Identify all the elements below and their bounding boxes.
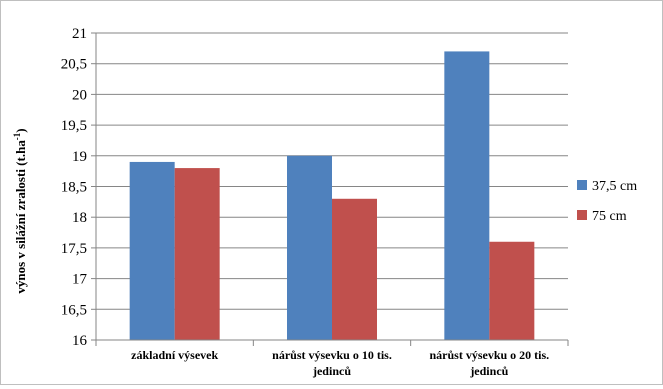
y-tick-label: 16,5 — [61, 302, 87, 318]
legend-swatch — [577, 210, 587, 220]
bars — [129, 51, 535, 341]
legend-label: 75 cm — [592, 209, 627, 224]
bar — [332, 198, 377, 340]
y-tick-label: 20 — [72, 87, 87, 103]
bar — [444, 51, 490, 341]
x-category-label: nárůst výsevku o 10 tis. jedinců — [272, 348, 392, 378]
y-axis-title: výnos v silážní zralosti (t.ha-1) — [12, 128, 28, 293]
bar — [174, 168, 220, 340]
legend: 37,5 cm 75 cm — [577, 179, 637, 224]
bar — [129, 161, 175, 340]
y-tick-label: 16 — [72, 333, 88, 349]
y-tick-label: 20,5 — [61, 57, 87, 73]
x-category-label: nárůst výsevku o 20 tis. jedinců — [429, 348, 549, 378]
y-tick-labels: 16 16,5 17 17,5 18 18,5 19 19,5 20 20,5 21 — [61, 26, 88, 349]
y-tick-label: 21 — [72, 26, 87, 42]
legend-label: 37,5 cm — [592, 179, 637, 194]
y-tick-label: 17 — [72, 272, 88, 288]
legend-swatch — [577, 180, 587, 190]
y-tick-label: 19,5 — [61, 118, 87, 134]
y-tick-label: 17,5 — [61, 241, 87, 257]
y-tick-label: 18,5 — [61, 180, 87, 196]
x-category-labels: základní výsevek nárůst výsevku o 10 tis.… — [131, 348, 549, 378]
bar — [489, 241, 535, 340]
x-category-label: základní výsevek — [131, 348, 218, 362]
axes — [95, 33, 569, 346]
bar — [287, 155, 332, 340]
y-tick-label: 18 — [72, 210, 87, 226]
y-tick-label: 19 — [72, 149, 87, 165]
